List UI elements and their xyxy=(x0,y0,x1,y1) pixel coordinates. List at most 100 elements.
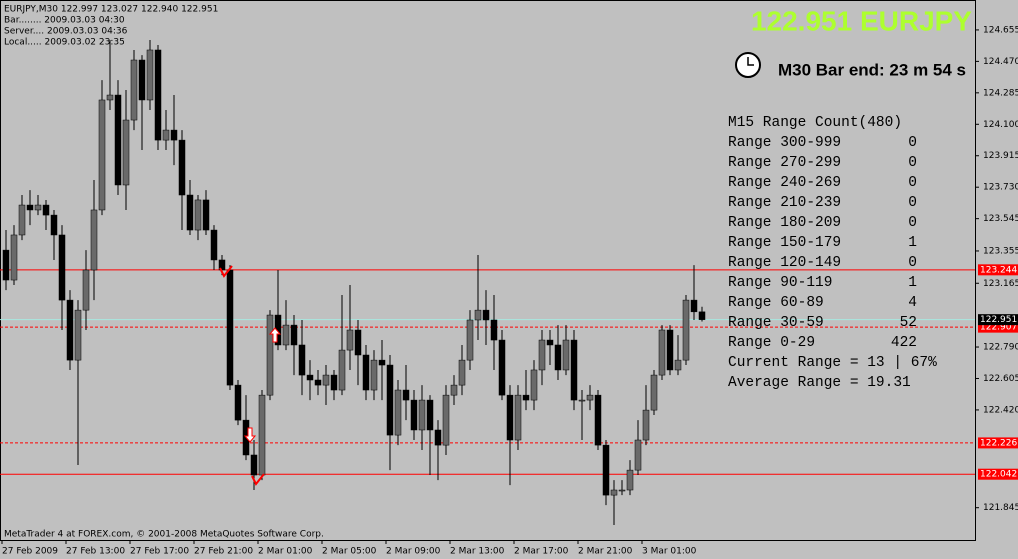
range-label: Range 30-59 xyxy=(728,315,824,331)
range-count: 52 xyxy=(900,315,917,331)
average-range: Average Range = 19.31 xyxy=(728,375,911,391)
candle-body xyxy=(306,374,314,381)
candle-body xyxy=(458,359,466,386)
candle-body xyxy=(338,349,346,391)
x-tick-label: 27 Feb 17:00 xyxy=(130,547,189,557)
candle-body xyxy=(26,204,34,211)
info-line: EURJPY,M30 122.997 123.027 122.940 122.9… xyxy=(4,5,218,15)
level-label-bg xyxy=(978,264,1018,276)
candle-body xyxy=(234,384,242,421)
level-label: 122.042 xyxy=(980,470,1017,480)
level-label: 122.907 xyxy=(980,323,1017,333)
range-label: Range 150-179 xyxy=(728,235,841,251)
x-tick-label: 2 Mar 01:00 xyxy=(258,547,313,557)
range-label: Range 270-299 xyxy=(728,155,841,171)
panel-title: M15 Range Count(480) xyxy=(728,115,902,131)
candle-body xyxy=(594,394,602,446)
x-tick-label: 2 Mar 17:00 xyxy=(514,547,569,557)
candles xyxy=(2,39,706,526)
candle-body xyxy=(98,99,106,211)
candle-body xyxy=(642,409,650,441)
candle-body xyxy=(530,369,538,401)
candle-body xyxy=(450,384,458,396)
candle-body xyxy=(138,59,146,101)
x-tick-label: 27 Feb 13:00 xyxy=(66,547,125,557)
symbol-price: 122.951 EURJPY xyxy=(751,5,972,36)
range-label: Range 120-149 xyxy=(728,255,841,271)
level-label-bg xyxy=(978,321,1018,333)
y-tick-label: 123.355 xyxy=(983,246,1018,256)
y-tick-label: 124.655 xyxy=(983,25,1018,35)
candle-body xyxy=(554,344,562,371)
up-arrow xyxy=(268,327,282,343)
range-count: 0 xyxy=(908,195,917,211)
candle-body xyxy=(386,364,394,436)
candle-body xyxy=(50,214,58,236)
candle-body xyxy=(418,399,426,431)
down-arrow xyxy=(243,427,257,443)
candle-body xyxy=(298,344,306,376)
candle-body xyxy=(202,199,210,231)
candle-body xyxy=(698,311,706,320)
candle-body xyxy=(402,389,410,401)
range-label: Range 180-209 xyxy=(728,215,841,231)
candle-body xyxy=(82,269,90,311)
candle-body xyxy=(106,94,114,101)
candle-body xyxy=(154,49,162,141)
current-range: Current Range = 13 | 67% xyxy=(728,355,937,371)
candle-body xyxy=(10,234,18,281)
axes: 124.655 124.470 124.285 124.100 123.915 123.7… xyxy=(1,25,1018,557)
level-label: 123.244 xyxy=(980,265,1017,275)
candle-body xyxy=(570,339,578,401)
candle-body xyxy=(634,439,642,471)
candle-body xyxy=(354,329,362,356)
candle-body xyxy=(378,359,386,366)
info-line: Server.... 2009.03.03 04:36 xyxy=(4,27,128,37)
level-label: 122.951 xyxy=(980,315,1017,325)
range-label: Range 300-999 xyxy=(728,135,841,151)
candle-body xyxy=(434,429,442,446)
candle-body xyxy=(162,129,170,141)
y-tick-label: 124.470 xyxy=(983,57,1018,67)
candle-body xyxy=(330,374,338,391)
candle-body xyxy=(498,339,506,396)
y-tick-label: 123.730 xyxy=(983,183,1018,193)
range-panel: M15 Range Count(480) Range 300-999 0 Range … xyxy=(728,115,937,391)
candle-body xyxy=(522,394,530,401)
candle-body xyxy=(490,319,498,341)
candle-body xyxy=(90,209,98,271)
range-count: 422 xyxy=(891,335,917,351)
range-label: Range 240-269 xyxy=(728,175,841,191)
info-line: Bar........ 2009.03.03 04:30 xyxy=(4,16,125,26)
bar-timer: M30 Bar end: 23 m 54 s xyxy=(778,60,966,79)
range-count: 4 xyxy=(908,295,917,311)
candle-body xyxy=(666,329,674,371)
candle-body xyxy=(482,309,490,321)
candle-body xyxy=(74,309,82,361)
candle-body xyxy=(130,59,138,121)
candle-body xyxy=(282,324,290,346)
candle-body xyxy=(362,354,370,391)
candle-body xyxy=(602,444,610,496)
candle-body xyxy=(290,324,298,346)
candle-body xyxy=(210,229,218,261)
x-tick-label: 2 Mar 05:00 xyxy=(322,547,377,557)
candle-body xyxy=(514,394,522,441)
plot-frame xyxy=(0,0,976,541)
range-label: Range 0-29 xyxy=(728,335,815,351)
candle-body xyxy=(66,299,74,361)
candle-body xyxy=(250,454,258,476)
info-line: Local..... 2009.03.02 23:35 xyxy=(4,38,125,48)
candle-body xyxy=(690,299,698,313)
candle-body xyxy=(186,194,194,231)
y-tick-label: 122.605 xyxy=(983,374,1018,384)
y-tick-label: 124.285 xyxy=(983,88,1018,98)
range-count: 1 xyxy=(908,275,917,291)
range-count: 0 xyxy=(908,175,917,191)
x-tick-label: 2 Mar 21:00 xyxy=(578,547,633,557)
candle-body xyxy=(546,339,554,346)
range-count: 0 xyxy=(908,155,917,171)
candle-body xyxy=(394,389,402,436)
candle-body xyxy=(314,379,322,386)
